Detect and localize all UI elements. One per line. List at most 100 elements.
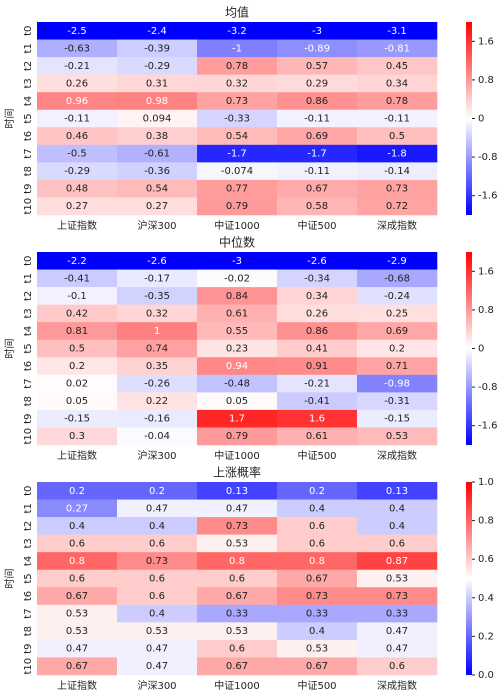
y-tick-label: t3	[23, 308, 34, 318]
y-axis-label: 时间	[3, 109, 16, 129]
heatmap-cell	[37, 392, 118, 411]
heatmap-cell	[37, 269, 118, 288]
cell-label: 0.71	[386, 361, 408, 372]
cell-label: 0.42	[66, 308, 88, 319]
cell-label: 0.6	[309, 538, 325, 549]
heatmap-cell	[277, 252, 358, 270]
cell-label: 0.87	[386, 556, 408, 567]
cell-label: -0.41	[304, 396, 330, 407]
heatmap-cell	[37, 144, 118, 163]
colorbar-tick-label: -1.6	[478, 191, 498, 202]
cell-label: 0.67	[306, 184, 328, 195]
heatmap-cell	[117, 304, 198, 323]
cell-label: 0.05	[66, 396, 88, 407]
cell-label: -0.89	[304, 43, 330, 54]
heatmap-cell	[197, 127, 278, 146]
cell-label: -1.7	[307, 149, 327, 160]
cell-label: -0.36	[144, 166, 170, 177]
heatmap-cell	[357, 269, 438, 288]
y-tick-label: t7	[23, 378, 34, 388]
heatmap-cell	[37, 499, 118, 518]
cell-label: 0.54	[226, 131, 248, 142]
cell-label: -0.16	[144, 414, 170, 425]
heatmap-cell	[37, 109, 118, 128]
heatmap-cell	[357, 109, 438, 128]
heatmap-cell	[197, 179, 278, 198]
cell-label: -0.29	[144, 61, 170, 72]
cell-label: 0.73	[226, 96, 248, 107]
y-tick-label: t4	[23, 556, 34, 566]
cell-label: 0.61	[306, 431, 328, 442]
x-tick-label: 中证1000	[214, 449, 259, 462]
cell-label: 0.98	[146, 96, 168, 107]
heatmap-cell	[357, 127, 438, 146]
heatmap-cell	[357, 409, 438, 428]
cell-label: 0.2	[309, 486, 325, 497]
cell-label: 1.6	[309, 414, 325, 425]
cell-label: 0.4	[389, 503, 405, 514]
cell-label: -0.14	[384, 166, 410, 177]
cell-label: 0.29	[306, 78, 328, 89]
cell-label: 0.47	[226, 503, 248, 514]
cell-label: 0.73	[146, 556, 168, 567]
colorbar-tick-label: -1.6	[478, 421, 498, 432]
heatmap-cell	[37, 482, 118, 500]
cell-label: 0.67	[306, 661, 328, 672]
heatmap-cell	[197, 499, 278, 518]
x-tick-label: 中证500	[297, 219, 336, 232]
cell-label: 0.4	[309, 626, 325, 637]
cell-label: -0.29	[64, 166, 90, 177]
cell-label: 0.46	[66, 131, 88, 142]
cell-label: 0.86	[306, 326, 328, 337]
heatmap-cell	[37, 57, 118, 75]
cell-label: 0.53	[226, 538, 248, 549]
cell-label: -0.41	[64, 273, 90, 284]
heatmap-cell	[357, 534, 438, 553]
heatmap-cell	[117, 357, 198, 376]
cell-label: 0.34	[386, 78, 408, 89]
heatmap-cell	[37, 179, 118, 198]
cell-label: 0.6	[69, 574, 85, 585]
cell-label: -1.7	[227, 149, 247, 160]
heatmap-cell	[117, 482, 198, 500]
cell-label: -1.8	[387, 149, 407, 160]
heatmap-cell	[37, 22, 118, 40]
cell-label: -2.2	[67, 256, 87, 267]
cell-label: 0.23	[226, 344, 248, 355]
heatmap-cell	[117, 534, 198, 553]
cell-label: 0.27	[66, 503, 88, 514]
cell-label: 0.73	[386, 591, 408, 602]
heatmap-cell	[197, 57, 278, 75]
cell-label: -0.15	[384, 414, 410, 425]
heatmap-cell	[357, 287, 438, 305]
y-tick-label: t8	[23, 166, 34, 176]
cell-label: 0.6	[149, 538, 165, 549]
y-tick-label: t2	[23, 291, 34, 301]
heatmap-cell	[197, 409, 278, 428]
heatmap-cell	[197, 339, 278, 358]
y-tick-label: t0	[23, 486, 34, 496]
cell-label: 0.5	[389, 131, 405, 142]
y-tick-label: t9	[23, 184, 34, 194]
cell-label: 0.67	[66, 661, 88, 672]
cell-label: -3.2	[227, 26, 247, 37]
heatmap-cell	[37, 74, 118, 93]
cell-label: 0.3	[69, 431, 85, 442]
heatmap-cell	[277, 639, 358, 658]
colorbar-tick-label: 0.2	[478, 631, 494, 642]
heatmap-cell	[357, 374, 438, 393]
heatmap-cell	[37, 252, 118, 270]
cell-label: 0.27	[66, 201, 88, 212]
heatmap-cell	[117, 392, 198, 411]
y-tick-label: t10	[23, 198, 34, 215]
cell-label: -0.26	[144, 379, 170, 390]
cell-label: -3	[312, 26, 322, 37]
cell-label: 0.05	[226, 396, 248, 407]
heatmap-cell	[277, 92, 358, 111]
heatmap-cell	[357, 604, 438, 623]
heatmap-cell	[37, 304, 118, 323]
cell-label: 0.4	[389, 521, 405, 532]
heatmap-cell	[197, 39, 278, 58]
heatmap-cell	[37, 127, 118, 146]
